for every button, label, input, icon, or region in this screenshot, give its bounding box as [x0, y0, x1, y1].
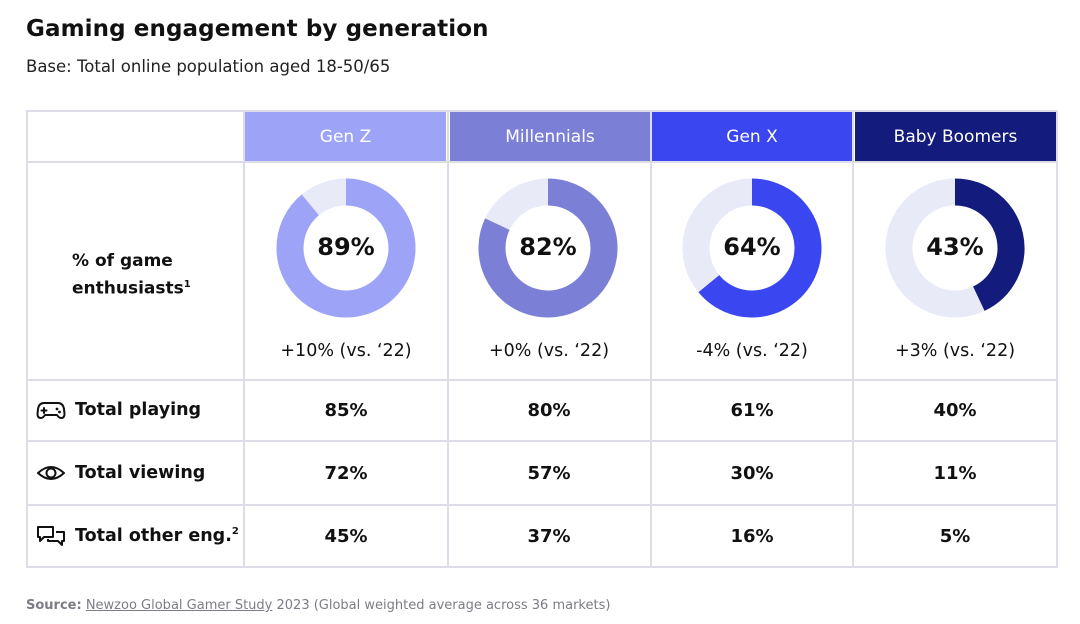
enthusiasts-label-text: enthusiasts [72, 278, 184, 299]
value-total-viewing-baby-boomers: 11% [933, 463, 977, 484]
row-label-text: Total viewing [75, 463, 206, 483]
source-link[interactable]: Newzoo Global Gamer Study [85, 598, 273, 613]
row-label-text: Total playing [75, 400, 202, 420]
donut-value-gen-z: 89% [317, 233, 375, 261]
value-total-other-eng-gen-x: 16% [730, 526, 774, 547]
eye-icon [36, 461, 66, 485]
row-label-total-playing: Total playing [36, 398, 201, 422]
value-total-playing-gen-x: 61% [730, 400, 774, 421]
chart-subtitle: Base: Total online population aged 18-50… [26, 57, 391, 76]
source-lead: Source: [26, 598, 82, 613]
donut-arc-millennials [478, 178, 618, 318]
donut-value-gen-x: 64% [723, 233, 781, 261]
delta-millennials: +0% (vs. ‘22) [488, 341, 610, 361]
value-total-playing-baby-boomers: 40% [933, 400, 977, 421]
donut-svg [478, 178, 618, 318]
grid-line [26, 504, 1058, 506]
value-total-viewing-gen-x: 30% [730, 463, 774, 484]
grid-line [26, 440, 1058, 442]
footnote-marker: 2 [231, 526, 239, 538]
enthusiasts-label: % of game enthusiasts1 [72, 250, 191, 301]
delta-baby-boomers: +3% (vs. ‘22) [894, 341, 1016, 361]
donut-svg [885, 178, 1025, 318]
column-header-gen-z: Gen Z [245, 112, 446, 161]
table-frame [26, 110, 1058, 568]
donut-millennials: 82% [478, 178, 618, 318]
donut-value-baby-boomers: 43% [926, 233, 984, 261]
delta-gen-x: -4% (vs. ‘22) [696, 341, 808, 361]
donut-baby-boomers: 43% [885, 178, 1025, 318]
donut-arc-gen-x [698, 178, 822, 318]
value-total-other-eng-millennials: 37% [527, 526, 571, 547]
grid-line [26, 379, 1058, 381]
donut-svg [276, 178, 416, 318]
column-header-gen-x: Gen X [652, 112, 852, 161]
footnote-marker: 1 [183, 279, 191, 290]
donut-gen-z: 89% [276, 178, 416, 318]
row-label-total-other-eng: Total other eng.2 [36, 524, 239, 548]
column-header-baby-boomers: Baby Boomers [855, 112, 1056, 161]
grid-line [26, 161, 1058, 163]
value-total-playing-gen-z: 85% [324, 400, 368, 421]
value-total-viewing-millennials: 57% [527, 463, 571, 484]
source-note: Source: Newzoo Global Gamer Study 2023 (… [26, 598, 610, 613]
enthusiasts-label-line1: % of game [72, 251, 173, 271]
source-rest: 2023 (Global weighted average across 36 … [272, 598, 611, 613]
row-label-text: Total other eng.2 [75, 526, 239, 546]
row-label-total-viewing: Total viewing [36, 461, 205, 485]
column-header-millennials: Millennials [450, 112, 650, 161]
delta-gen-z: +10% (vs. ‘22) [280, 341, 412, 361]
donut-value-millennials: 82% [519, 233, 577, 261]
enthusiasts-label-line2: enthusiasts1 [72, 273, 191, 301]
donut-arc-gen-z [276, 178, 416, 318]
value-total-other-eng-gen-z: 45% [324, 526, 368, 547]
donut-svg [682, 178, 822, 318]
chart-title: Gaming engagement by generation [26, 16, 489, 42]
grid-line [852, 110, 854, 568]
value-total-viewing-gen-z: 72% [324, 463, 368, 484]
donut-arc-baby-boomers [954, 178, 1025, 311]
row-label-text-main: Total other eng. [75, 526, 232, 546]
grid-line [650, 110, 652, 568]
value-total-playing-millennials: 80% [527, 400, 571, 421]
grid-line [243, 110, 245, 568]
chat-bubbles-icon [36, 524, 66, 548]
donut-gen-x: 64% [682, 178, 822, 318]
grid-line [447, 110, 449, 568]
gamepad-icon [36, 398, 66, 422]
value-total-other-eng-baby-boomers: 5% [939, 526, 971, 547]
